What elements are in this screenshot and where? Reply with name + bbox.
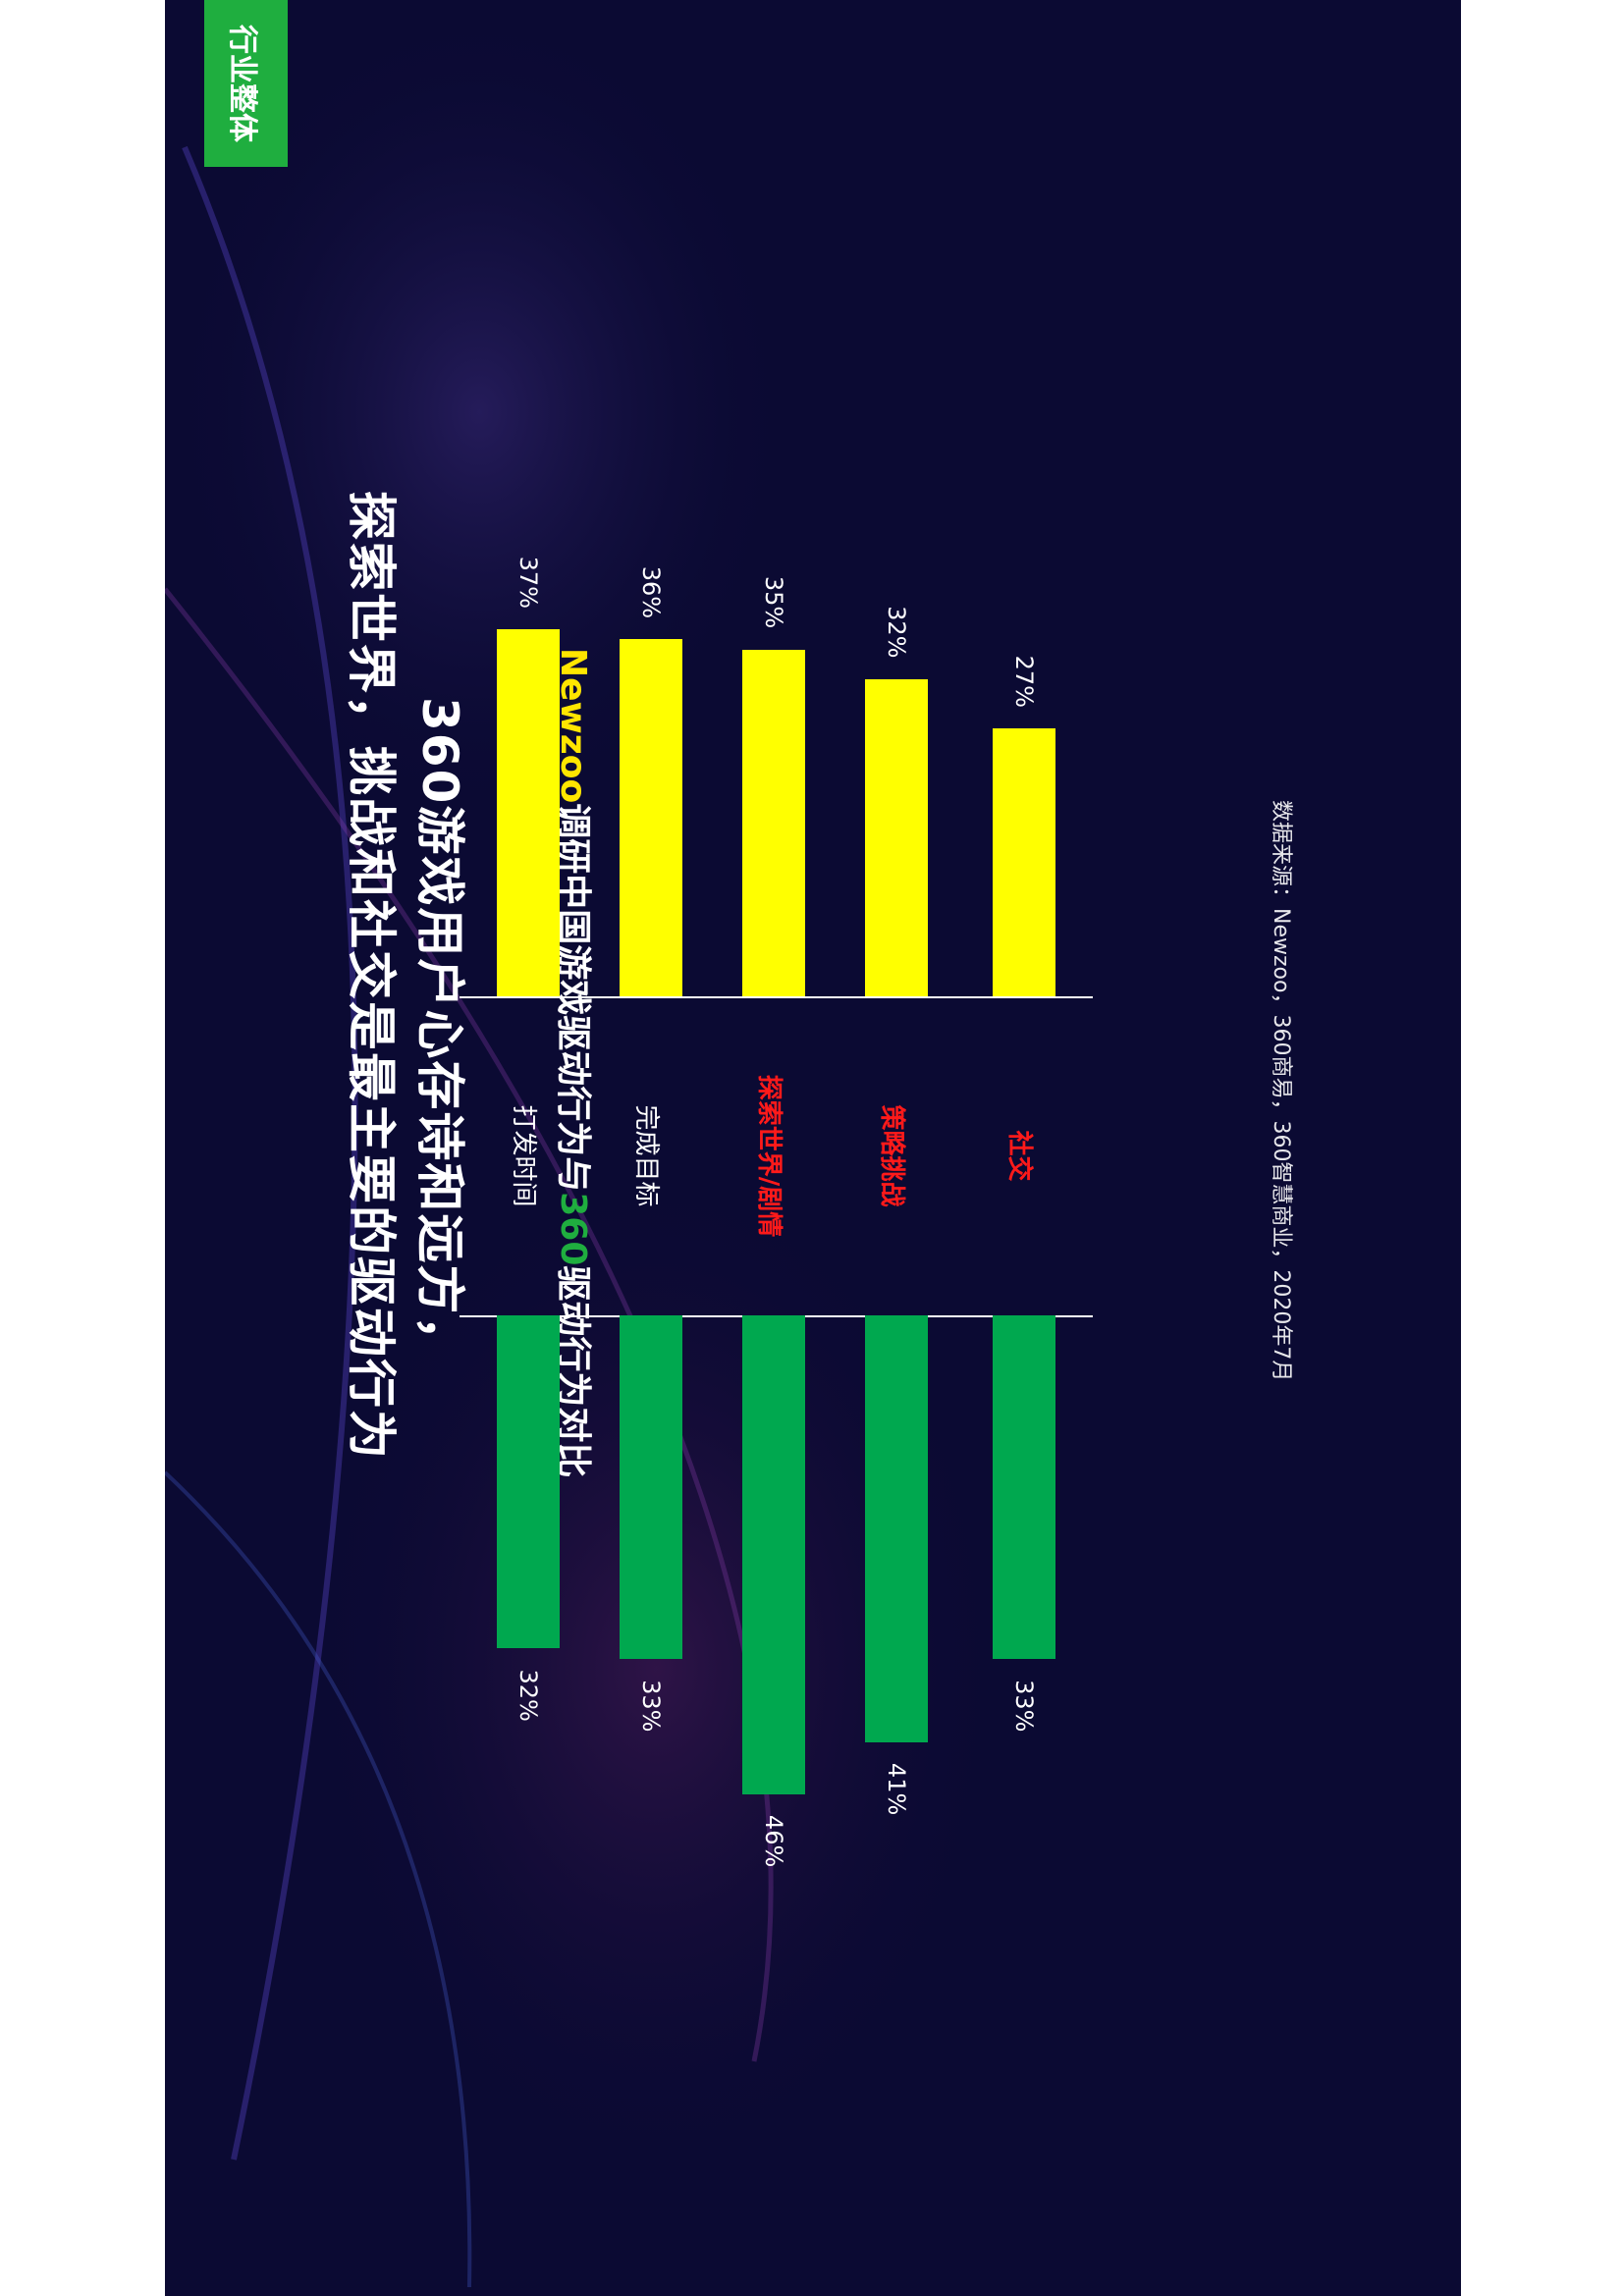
- value-label-360-1: 33%: [637, 1680, 665, 1733]
- bar-360-0: [497, 1315, 560, 1649]
- data-source-note: 数据来源：Newzoo，360商易，360智慧商业，2020年7月: [1269, 800, 1293, 1382]
- bar-newzoo-2: [742, 649, 805, 996]
- value-label-360-3: 41%: [883, 1762, 910, 1816]
- value-label-360-0: 32%: [514, 1669, 542, 1722]
- value-label-newzoo-3: 32%: [883, 606, 910, 659]
- bar-360-2: [742, 1315, 805, 1794]
- category-label-4: 社交: [1004, 1130, 1034, 1182]
- butterfly-chart: 37% 32% 打发时间 36% 33% 完成目标 35% 46% 探索世界/剧情 32% 41% 策…: [165, 0, 1461, 2296]
- value-label-newzoo-4: 27%: [1010, 655, 1038, 708]
- bar-360-1: [620, 1315, 682, 1659]
- category-label-3: 策略挑战: [877, 1104, 906, 1207]
- bar-newzoo-4: [993, 728, 1055, 996]
- bar-newzoo-0: [497, 629, 560, 996]
- category-label-0: 打发时间: [509, 1104, 538, 1207]
- bar-newzoo-1: [620, 639, 682, 996]
- background-decoration: [165, 0, 1009, 2288]
- category-label-1: 完成目标: [631, 1104, 661, 1207]
- bar-360-4: [993, 1315, 1055, 1659]
- value-label-newzoo-1: 36%: [637, 565, 665, 619]
- value-label-360-4: 33%: [1010, 1680, 1038, 1733]
- bar-360-3: [865, 1315, 928, 1742]
- value-label-360-2: 46%: [760, 1814, 787, 1868]
- slide-page: 行业整体 360游戏用户心存诗和远方， 探索世界，挑战和社交是最主要的驱动行为 …: [165, 0, 1461, 2296]
- value-label-newzoo-2: 35%: [760, 575, 787, 629]
- category-label-2: 探索世界/剧情: [754, 1074, 784, 1238]
- value-label-newzoo-0: 37%: [514, 556, 542, 609]
- bar-newzoo-3: [865, 678, 928, 996]
- slide-content: 行业整体 360游戏用户心存诗和远方， 探索世界，挑战和社交是最主要的驱动行为 …: [165, 0, 1461, 2296]
